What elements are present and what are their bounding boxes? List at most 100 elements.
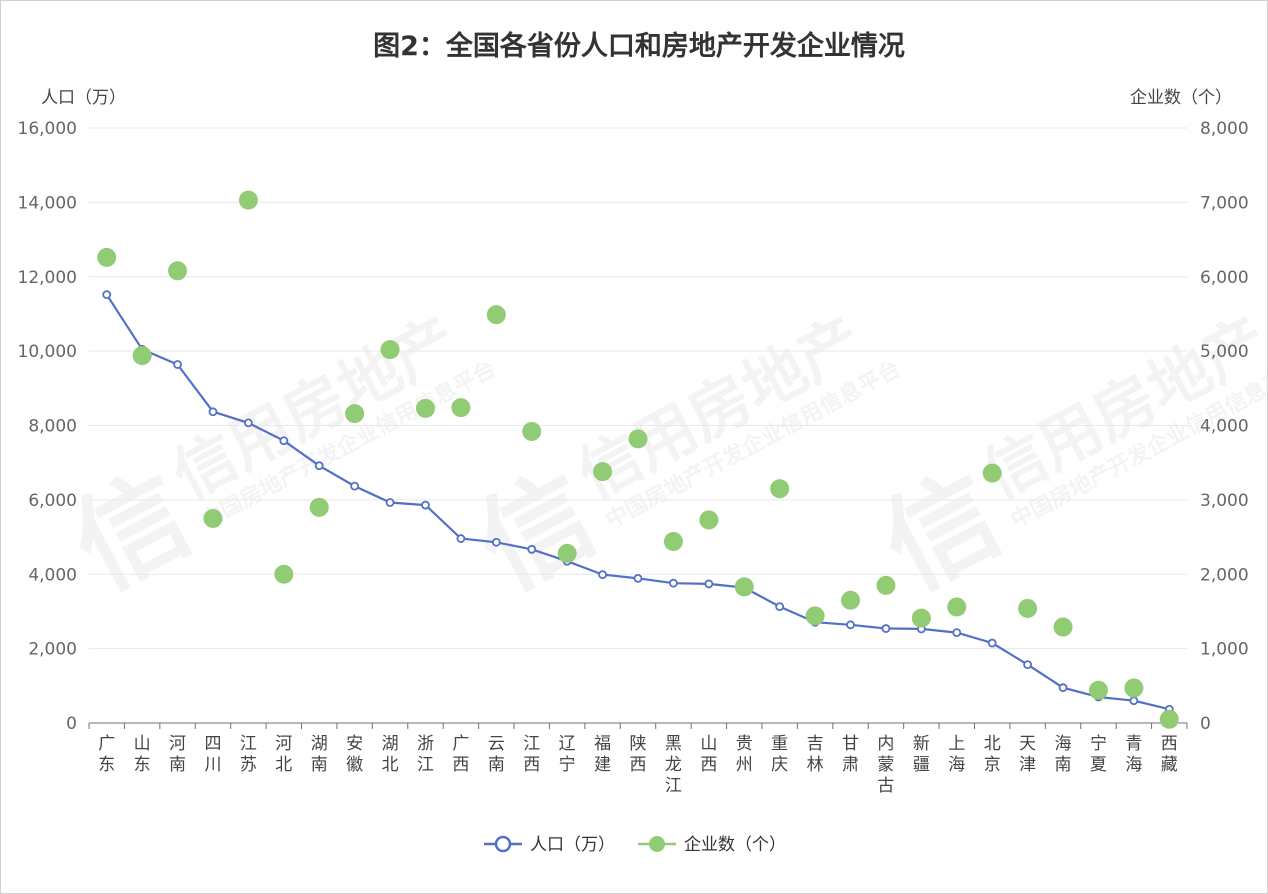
population-point[interactable] (279, 436, 289, 446)
enterprise-point[interactable] (557, 543, 577, 563)
population-point[interactable] (208, 407, 218, 417)
enterprise-point[interactable] (345, 404, 365, 424)
legend-label-population: 人口（万） (530, 835, 615, 855)
x-tick-label: 湖北 (382, 734, 399, 775)
legend-item-population[interactable]: 人口（万） (484, 835, 615, 855)
enterprise-point[interactable] (415, 398, 435, 418)
population-point[interactable] (1058, 683, 1068, 693)
enterprise-point[interactable] (1088, 680, 1108, 700)
x-tick-label: 吉林 (807, 734, 824, 775)
x-tick-label: 山东 (134, 734, 151, 775)
x-tick-label: 北京 (984, 734, 1001, 775)
y-left-tick-label: 8,000 (28, 417, 77, 437)
population-point[interactable] (314, 461, 324, 471)
y-right-tick-label: 1,000 (1200, 640, 1249, 660)
population-point[interactable] (704, 579, 714, 589)
population-point[interactable] (987, 638, 997, 648)
enterprise-point[interactable] (203, 508, 223, 528)
enterprise-point[interactable] (1053, 617, 1073, 637)
enterprise-point[interactable] (522, 421, 542, 441)
population-point[interactable] (846, 620, 855, 630)
enterprise-point[interactable] (770, 479, 790, 499)
y-right-tick-label: 2,000 (1200, 565, 1249, 585)
x-tick-label: 陕西 (630, 734, 647, 775)
population-point[interactable] (669, 578, 678, 588)
enterprise-point[interactable] (947, 597, 967, 617)
enterprise-point[interactable] (805, 606, 825, 626)
enterprise-point[interactable] (451, 398, 471, 418)
enterprise-point[interactable] (982, 463, 1002, 483)
x-tick-label: 山西 (700, 734, 717, 775)
enterprise-point[interactable] (1018, 598, 1038, 618)
x-tick-label: 辽宁 (559, 734, 576, 775)
y-right-tick-label: 0 (1200, 714, 1211, 734)
enterprise-point[interactable] (1159, 709, 1179, 729)
enterprise-point[interactable] (168, 261, 188, 281)
y-left-tick-label: 12,000 (18, 268, 77, 288)
enterprise-point[interactable] (911, 608, 931, 628)
enterprise-point[interactable] (628, 429, 648, 449)
y-left-tick-label: 4,000 (28, 565, 77, 585)
x-tick-label: 云南 (488, 734, 505, 775)
population-point[interactable] (598, 570, 607, 580)
y-left-tick-label: 10,000 (18, 342, 77, 362)
y-right-tick-label: 8,000 (1200, 119, 1249, 139)
enterprise-point[interactable] (238, 190, 258, 210)
x-tick-label: 贵州 (736, 734, 753, 775)
y-left-tick-label: 16,000 (18, 119, 77, 139)
population-point[interactable] (775, 602, 785, 612)
y-right-ticks: 0 1,000 2,000 3,000 4,000 5,000 6,000 7,000 8,00… (1200, 119, 1249, 734)
enterprise-point[interactable] (97, 247, 117, 267)
legend-circle-icon (494, 835, 512, 853)
population-point[interactable] (350, 481, 360, 491)
population-point[interactable] (456, 534, 466, 543)
population-point[interactable] (243, 418, 253, 428)
population-point[interactable] (385, 498, 395, 507)
population-point[interactable] (173, 360, 182, 369)
x-tick-label: 天津 (1019, 734, 1036, 775)
population-point[interactable] (1023, 660, 1033, 670)
population-point[interactable] (421, 500, 430, 510)
x-tick-label: 重庆 (771, 734, 788, 775)
x-tick-label: 江苏 (240, 734, 257, 775)
enterprise-point[interactable] (734, 577, 754, 597)
x-tick-label: 福建 (594, 734, 611, 775)
x-axis-ticks (88, 723, 1188, 729)
enterprise-point[interactable] (593, 462, 613, 482)
population-point[interactable] (1129, 696, 1139, 706)
population-point[interactable] (527, 544, 537, 554)
y-right-tick-label: 6,000 (1200, 268, 1249, 288)
population-point[interactable] (633, 573, 643, 583)
y-left-tick-label: 2,000 (28, 640, 77, 660)
population-point[interactable] (952, 628, 962, 638)
enterprise-point[interactable] (309, 497, 329, 517)
y-left-axis-label: 人口（万） (41, 88, 126, 108)
enterprise-point[interactable] (132, 346, 152, 366)
y-right-tick-label: 5,000 (1200, 342, 1249, 362)
x-tick-label: 青海 (1125, 734, 1142, 775)
x-tick-label: 上海 (948, 734, 965, 775)
x-tick-label: 黑龙江 (665, 734, 682, 796)
x-tick-label: 广西 (452, 734, 469, 775)
enterprise-point[interactable] (841, 590, 861, 610)
legend-item-enterprise[interactable]: 企业数（个） (638, 835, 786, 855)
enterprise-point[interactable] (699, 510, 719, 530)
y-left-ticks: 0 2,000 4,000 6,000 8,000 10,000 12,000 14,000 1… (18, 119, 77, 734)
legend-label-enterprise: 企业数（个） (684, 835, 786, 855)
x-tick-label: 湖南 (311, 734, 328, 775)
x-tick-label: 四川 (204, 734, 221, 775)
enterprise-point[interactable] (663, 532, 683, 552)
watermark: 信信用房地产中国房地产开发企业信用信息平台信信用房地产中国房地产开发企业信用信息… (53, 303, 1267, 614)
legend[interactable]: 人口（万） 企业数（个） (484, 835, 786, 855)
enterprise-point[interactable] (274, 564, 294, 584)
x-tick-label: 甘肃 (842, 734, 859, 775)
enterprise-point[interactable] (1124, 678, 1144, 698)
enterprise-point[interactable] (380, 340, 400, 360)
population-point[interactable] (881, 624, 891, 633)
population-point[interactable] (102, 290, 112, 300)
enterprise-point[interactable] (876, 575, 896, 595)
enterprise-point[interactable] (486, 305, 506, 325)
population-point[interactable] (491, 537, 501, 547)
enterprise-points (97, 190, 1179, 729)
